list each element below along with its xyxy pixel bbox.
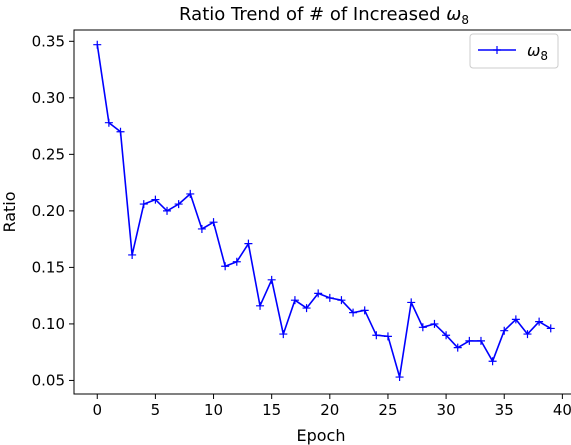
- data-point: [244, 239, 253, 248]
- x-tick-label: 5: [151, 401, 161, 419]
- x-tick-label: 40: [553, 401, 571, 419]
- y-tick-label: 0.20: [32, 202, 65, 220]
- y-tick-label: 0.15: [32, 258, 65, 276]
- data-point: [197, 224, 206, 233]
- y-tick-label: 0.10: [32, 315, 65, 333]
- data-point: [104, 118, 113, 127]
- data-point: [442, 331, 451, 340]
- data-point: [221, 262, 230, 271]
- data-point: [256, 301, 265, 310]
- data-point: [337, 296, 346, 305]
- data-point: [465, 336, 474, 345]
- data-point: [325, 293, 334, 302]
- x-tick-label: 20: [320, 401, 339, 419]
- data-point: [232, 257, 241, 266]
- data-point: [407, 298, 416, 307]
- y-tick-label: 0.05: [32, 371, 65, 389]
- x-axis: 0 5 10 15 20 25 30 35 40: [92, 394, 571, 419]
- data-point: [418, 323, 427, 332]
- data-point: [511, 315, 520, 324]
- y-tick-label: 0.30: [32, 89, 65, 107]
- x-tick-label: 35: [495, 401, 514, 419]
- x-tick-label: 15: [262, 401, 281, 419]
- data-point: [535, 317, 544, 326]
- data-point: [383, 332, 392, 341]
- data-point: [151, 195, 160, 204]
- data-point: [314, 289, 323, 298]
- data-point: [93, 40, 102, 49]
- legend-box: [469, 33, 559, 69]
- data-point: [209, 218, 218, 227]
- data-point: [372, 331, 381, 340]
- plot-area: [93, 40, 555, 382]
- data-point: [523, 330, 532, 339]
- x-tick-label: 0: [92, 401, 102, 419]
- data-point: [116, 127, 125, 136]
- x-tick-label: 25: [378, 401, 397, 419]
- x-tick-label: 10: [204, 401, 223, 419]
- x-axis-label: Epoch: [297, 426, 346, 445]
- data-point: [360, 306, 369, 315]
- data-point: [430, 319, 439, 328]
- y-axis: 0.05 0.10 0.15 0.20 0.25 0.30 0.35: [32, 32, 74, 389]
- data-point: [302, 304, 311, 313]
- data-point: [546, 324, 555, 333]
- legend-marker: [493, 46, 501, 54]
- data-point: [139, 200, 148, 209]
- data-point: [395, 373, 404, 382]
- data-point: [290, 296, 299, 305]
- data-point: [349, 308, 358, 317]
- series-line: [96, 44, 552, 378]
- y-tick-label: 0.35: [32, 32, 65, 50]
- data-point: [453, 343, 462, 352]
- data-point: [279, 330, 288, 339]
- data-point: [267, 275, 276, 284]
- data-point: [476, 336, 485, 345]
- data-point: [186, 189, 195, 198]
- legend: ω8: [469, 33, 559, 69]
- data-point: [174, 200, 183, 209]
- y-tick-label: 0.25: [32, 145, 65, 163]
- chart-title: Ratio Trend of # of Increased ω8: [179, 4, 469, 27]
- y-axis-label: Ratio: [0, 191, 19, 232]
- data-point: [128, 250, 137, 259]
- axes-frame: [73, 29, 571, 395]
- legend-label: ω8: [527, 41, 548, 63]
- x-tick-label: 30: [437, 401, 456, 419]
- data-point: [163, 206, 172, 215]
- data-point: [488, 357, 497, 366]
- data-point: [500, 326, 509, 335]
